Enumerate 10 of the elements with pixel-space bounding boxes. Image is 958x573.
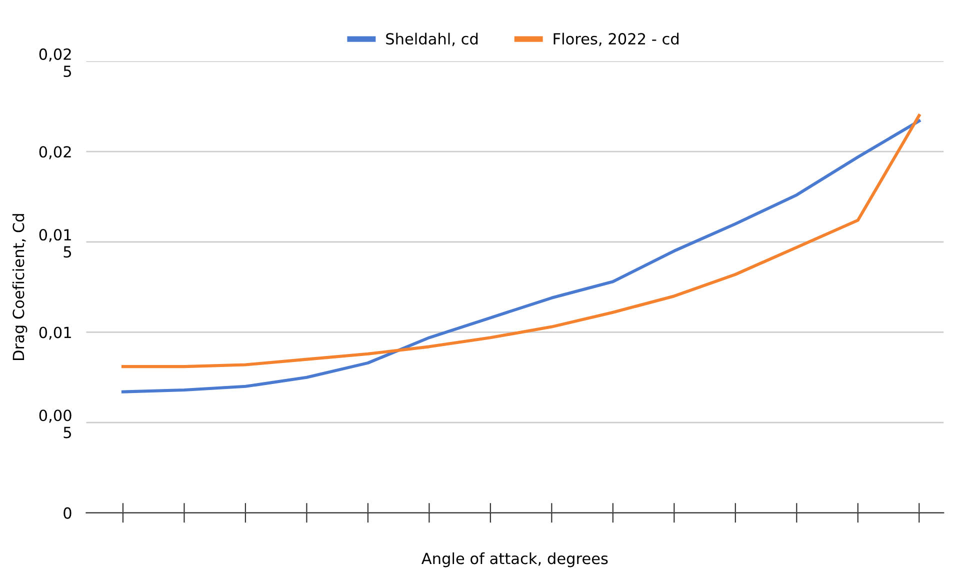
y-tick-label: 0,02 5 (39, 48, 71, 78)
y-tick-label: 0,02 (39, 146, 71, 160)
x-axis-title: Angle of attack, degrees (422, 552, 608, 568)
y-tick-label: 0,00 5 (39, 410, 72, 438)
legend-label: Sheldahl, cd (386, 32, 478, 46)
y-axis-title: Drag Coeficient, Cd (12, 214, 28, 360)
legend-label: Flores, 2022 - cd (554, 32, 678, 46)
y-tick-label: 0,01 (39, 326, 71, 340)
y-tick-label: 0 (64, 507, 72, 519)
y-tick-label: 0,01 5 (39, 228, 71, 258)
